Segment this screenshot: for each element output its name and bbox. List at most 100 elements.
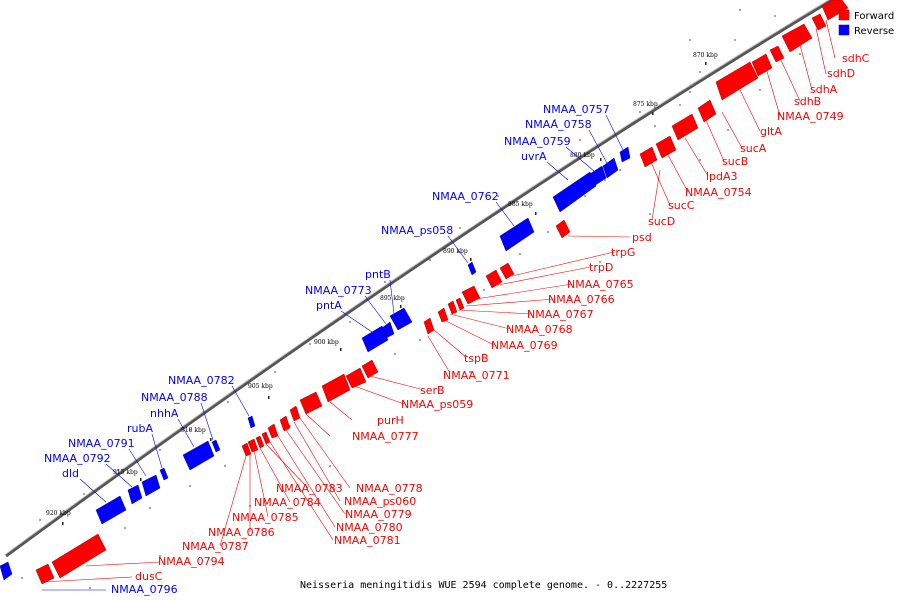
gene-label-trpG[interactable]: trpG — [611, 246, 635, 259]
legend-label-forward: Forward — [854, 11, 894, 22]
gene-label-NMAA_0788[interactable]: NMAA_0788 — [141, 391, 208, 404]
gene-label-NMAA_0779[interactable]: NMAA_0779 — [345, 508, 412, 521]
tick-label: 870 kbp — [693, 52, 718, 59]
gene-block — [247, 415, 256, 429]
genome-caption: Neisseria meningitidis WUE 2594 complete… — [300, 580, 667, 591]
gene-label-dld[interactable]: dld — [62, 467, 79, 480]
gene-block — [639, 146, 658, 168]
gene-label-NMAA_ps060[interactable]: NMAA_ps060 — [344, 495, 416, 508]
forward-gene-blocks — [35, 0, 849, 585]
gene-block — [461, 285, 481, 305]
gene-block — [467, 261, 477, 276]
gene-label-sucB[interactable]: sucB — [722, 155, 748, 168]
legend: Forward Reverse — [838, 9, 894, 37]
gene-label-NMAA_0786[interactable]: NMAA_0786 — [208, 526, 275, 539]
gene-block — [555, 219, 571, 239]
gene-label-sdhC[interactable]: sdhC — [842, 52, 870, 65]
gene-block — [361, 325, 389, 353]
gene-label-sucD[interactable]: sucD — [648, 215, 675, 228]
dotted-ring — [21, 9, 801, 589]
gene-label-NMAA_0782[interactable]: NMAA_0782 — [168, 374, 235, 387]
gene-label-rubA[interactable]: rubA — [127, 422, 153, 435]
gene-label-NMAA_0762[interactable]: NMAA_0762 — [432, 190, 499, 203]
gene-label-uvrA[interactable]: uvrA — [521, 150, 547, 163]
gene-block — [447, 300, 458, 315]
gene-label-NMAA_0749[interactable]: NMAA_0749 — [777, 110, 844, 123]
gene-block — [345, 367, 367, 389]
legend-swatch-reverse — [838, 24, 850, 36]
gene-label-NMAA_0792[interactable]: NMAA_0792 — [44, 452, 111, 465]
gene-label-NMAA_0768[interactable]: NMAA_0768 — [506, 323, 573, 336]
tick-label: 900 kbp — [314, 339, 339, 346]
gene-label-gltA[interactable]: gltA — [760, 125, 782, 138]
gene-label-NMAA_0794[interactable]: NMAA_0794 — [158, 555, 225, 568]
gene-block — [485, 269, 503, 289]
gene-block — [437, 307, 449, 323]
reverse-gene-labels: NMAA_0757 NMAA_0758 NMAA_0759 uvrA NMAA_… — [44, 103, 610, 596]
gene-label-NMAA_0783[interactable]: NMAA_0783 — [276, 482, 343, 495]
gene-block — [299, 391, 323, 415]
gene-block — [619, 146, 631, 163]
gene-label-NMAA_0777[interactable]: NMAA_0777 — [352, 430, 419, 443]
gene-label-NMAA_ps058[interactable]: NMAA_ps058 — [381, 224, 453, 237]
gene-label-NMAA_0759[interactable]: NMAA_0759 — [504, 135, 571, 148]
gene-label-NMAA_0780[interactable]: NMAA_0780 — [336, 521, 403, 534]
gene-block — [602, 157, 619, 179]
gene-label-NMAA_0767[interactable]: NMAA_0767 — [527, 308, 594, 321]
gene-label-NMAA_0787[interactable]: NMAA_0787 — [182, 540, 249, 553]
gene-block — [821, 0, 849, 21]
gene-label-NMAA_0766[interactable]: NMAA_0766 — [548, 293, 615, 306]
gene-label-NMAA_0757[interactable]: NMAA_0757 — [543, 103, 610, 116]
gene-label-NMAA_0796[interactable]: NMAA_0796 — [111, 583, 178, 596]
tick-label: 915 kbp — [113, 469, 138, 476]
gene-label-pntB[interactable]: pntB — [365, 268, 391, 281]
gene-label-NMAA_0791[interactable]: NMAA_0791 — [68, 437, 135, 450]
tick-label: 905 kbp — [248, 383, 273, 390]
gene-block — [715, 61, 759, 101]
gene-label-dusC[interactable]: dusC — [135, 570, 163, 583]
gene-block — [95, 495, 127, 525]
gene-label-NMAA_0754[interactable]: NMAA_0754 — [685, 186, 752, 199]
gene-label-NMAA_0769[interactable]: NMAA_0769 — [491, 339, 558, 352]
gene-block — [389, 307, 413, 331]
gene-label-lpdA3[interactable]: lpdA3 — [706, 170, 738, 183]
gene-label-pntA[interactable]: pntA — [316, 299, 342, 312]
gene-label-NMAA_0784[interactable]: NMAA_0784 — [254, 496, 321, 509]
gene-block — [211, 439, 221, 453]
gene-block — [279, 415, 291, 432]
gene-block — [769, 45, 785, 63]
gene-block — [127, 484, 143, 505]
gene-label-purH[interactable]: purH — [377, 414, 404, 427]
gene-label-psd[interactable]: psd — [632, 231, 652, 244]
gene-label-sdhD[interactable]: sdhD — [827, 67, 855, 80]
tick-label: 885 kbp — [508, 201, 533, 208]
gene-block — [321, 373, 351, 403]
gene-label-NMAA_ps059[interactable]: NMAA_ps059 — [401, 398, 473, 411]
gene-label-sdhB[interactable]: sdhB — [794, 95, 821, 108]
forward-label-lines — [41, 19, 836, 583]
gene-label-nhhA[interactable]: nhhA — [150, 407, 179, 420]
gene-label-NMAA_0785[interactable]: NMAA_0785 — [232, 511, 299, 524]
tick-label: 880 kbp — [570, 152, 595, 159]
tick-label: 875 kbp — [633, 101, 658, 108]
gene-block — [655, 135, 677, 159]
gene-label-sucC[interactable]: sucC — [668, 199, 695, 212]
gene-label-serB[interactable]: serB — [420, 384, 445, 397]
gene-label-NMAA_0765[interactable]: NMAA_0765 — [567, 278, 634, 291]
genome-backbone-highlight — [5, 0, 830, 555]
gene-block — [35, 563, 55, 585]
gene-label-tspB[interactable]: tspB — [464, 352, 489, 365]
gene-block — [361, 359, 379, 379]
tick-marks — [62, 62, 707, 525]
gene-label-sdhA[interactable]: sdhA — [810, 83, 838, 96]
gene-label-NMAA_0758[interactable]: NMAA_0758 — [525, 118, 592, 131]
gene-block — [697, 99, 717, 123]
gene-label-NMAA_0773[interactable]: NMAA_0773 — [305, 284, 372, 297]
gene-label-NMAA_0771[interactable]: NMAA_0771 — [443, 369, 510, 382]
gene-label-sucA[interactable]: sucA — [740, 142, 767, 155]
gene-label-NMAA_0781[interactable]: NMAA_0781 — [334, 534, 401, 547]
gene-label-trpD[interactable]: trpD — [589, 261, 613, 274]
gene-block — [267, 423, 279, 439]
gene-label-NMAA_0778[interactable]: NMAA_0778 — [356, 482, 423, 495]
